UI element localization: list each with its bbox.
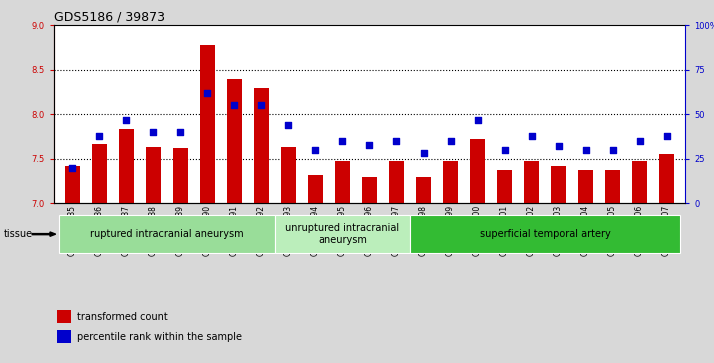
Point [148,129,159,135]
Text: superficial temporal artery: superficial temporal artery [480,229,610,239]
Text: transformed count: transformed count [77,312,169,322]
Bar [281,147,296,203]
Bar [551,166,566,203]
Point [202,90,213,96]
Text: ruptured intracranial aneurysm: ruptured intracranial aneurysm [90,229,243,239]
Point [634,138,645,144]
Point [526,133,537,139]
Bar [227,79,242,203]
Bar [173,148,188,203]
Bar [470,139,485,203]
Bar [254,87,269,203]
Point [391,138,402,144]
Point [418,151,429,156]
Bar [497,170,512,203]
Text: percentile rank within the sample: percentile rank within the sample [77,332,243,342]
Point [553,143,564,149]
Point [175,129,186,135]
Point [661,133,673,139]
Point [94,133,105,139]
Point [256,102,267,108]
Bar [56,330,71,343]
Bar [335,162,350,203]
Bar [146,147,161,203]
Point [363,142,376,147]
Bar [275,215,410,253]
Text: GDS5186 / 39873: GDS5186 / 39873 [54,11,164,24]
Point [228,102,240,108]
Bar [308,175,323,203]
Point [445,138,456,144]
Bar [92,144,107,203]
Point [66,165,78,171]
Point [310,147,321,153]
Point [499,147,511,153]
Bar [524,162,539,203]
Point [121,117,132,123]
Point [472,117,483,123]
Bar [362,176,377,203]
Bar [416,176,431,203]
Bar [65,166,80,203]
Bar [410,215,680,253]
Text: unruptured intracranial
aneurysm: unruptured intracranial aneurysm [286,223,400,245]
Bar [443,162,458,203]
Point [580,147,591,153]
Bar [578,170,593,203]
Bar [59,215,275,253]
Point [607,147,618,153]
Bar [56,310,71,323]
Bar [389,162,404,203]
Point [283,122,294,128]
Bar [659,154,674,203]
Bar [200,45,215,203]
Text: tissue: tissue [4,229,33,239]
Point [337,138,348,144]
Bar [605,170,620,203]
Bar [119,130,134,203]
Bar [632,162,647,203]
